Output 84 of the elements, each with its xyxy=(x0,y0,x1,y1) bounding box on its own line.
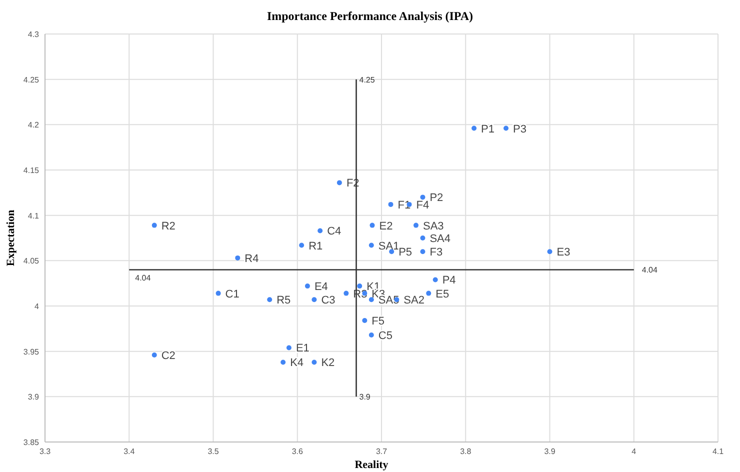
data-label: E3 xyxy=(556,246,570,259)
data-label: R5 xyxy=(276,294,291,307)
point xyxy=(368,332,374,338)
point xyxy=(312,360,317,365)
point xyxy=(426,290,432,296)
point xyxy=(368,242,374,248)
point xyxy=(318,228,323,234)
data-label: F3 xyxy=(430,246,443,259)
data-label: SA3 xyxy=(422,220,444,232)
x-tick-label: 3.7 xyxy=(376,447,388,456)
data-label: K4 xyxy=(290,357,304,370)
data-label: E2 xyxy=(379,220,393,232)
x-tick-label: 3.3 xyxy=(39,447,52,456)
y-tick-label: 4.2 xyxy=(28,120,40,130)
point xyxy=(280,360,286,365)
y-tick-label: 3.9 xyxy=(28,392,40,402)
point xyxy=(286,345,292,350)
point xyxy=(312,297,317,302)
data-label: C2 xyxy=(161,350,176,362)
data-label: E1 xyxy=(296,342,310,355)
data-label: SA4 xyxy=(430,233,451,245)
point xyxy=(152,352,157,358)
data-label: F5 xyxy=(372,316,385,328)
point xyxy=(388,202,394,207)
y-axis-title: Expectation xyxy=(5,210,17,266)
y-tick-label: 3.95 xyxy=(23,347,40,356)
data-label: C4 xyxy=(327,226,342,238)
x-tick-label: 4.1 xyxy=(712,447,724,456)
y-tick-label: 4.25 xyxy=(23,75,40,84)
data-label: R1 xyxy=(308,240,323,252)
point xyxy=(344,290,349,296)
data-label: C1 xyxy=(225,288,240,300)
data-label: SA2 xyxy=(404,294,424,307)
x-axis-title: Reality xyxy=(354,459,389,471)
x-tick-label: 4 xyxy=(632,447,637,456)
y-tick-label: 3.85 xyxy=(23,438,40,447)
point xyxy=(413,222,418,228)
point xyxy=(362,318,368,324)
data-label: P1 xyxy=(481,123,495,136)
data-label: C5 xyxy=(378,330,392,342)
data-label: P3 xyxy=(513,123,526,136)
data-label: E5 xyxy=(436,288,450,300)
y-tick-label: 4 xyxy=(34,302,40,311)
y-tick-label: 4.3 xyxy=(28,30,40,39)
y-tick-label: 4.15 xyxy=(23,166,40,175)
point xyxy=(152,222,157,228)
x-tick-label: 3.5 xyxy=(208,447,220,456)
data-label: P5 xyxy=(398,246,412,259)
data-label: K2 xyxy=(321,357,335,370)
data-label: F4 xyxy=(416,199,430,212)
data-label: P2 xyxy=(430,192,444,204)
annotation: 3.9 xyxy=(359,392,371,402)
data-label: C3 xyxy=(321,294,336,307)
point xyxy=(368,297,374,302)
point xyxy=(267,297,272,302)
point xyxy=(357,284,362,289)
annotation: 4.25 xyxy=(359,75,376,84)
data-label: SA1 xyxy=(378,240,400,252)
x-tick-label: 3.9 xyxy=(544,447,556,456)
x-tick-label: 3.4 xyxy=(124,447,136,456)
x-tick-label: 3.6 xyxy=(292,447,304,456)
point xyxy=(472,126,477,131)
annotation: 4.04 xyxy=(642,266,658,275)
y-tick-label: 4.1 xyxy=(28,211,40,220)
point xyxy=(420,236,426,240)
point xyxy=(420,194,426,200)
point xyxy=(299,242,304,248)
point xyxy=(504,126,509,131)
point xyxy=(235,255,240,260)
x-tick-label: 3.8 xyxy=(460,447,472,456)
chart-title: Importance Performance Analysis (IPA) xyxy=(266,9,474,23)
data-label: P4 xyxy=(442,274,456,287)
point xyxy=(432,277,438,282)
point xyxy=(370,222,375,228)
point xyxy=(336,180,342,186)
point xyxy=(216,290,221,296)
annotation: 4.04 xyxy=(135,274,152,283)
point xyxy=(547,249,552,254)
data-label: E4 xyxy=(314,281,328,294)
data-label: R2 xyxy=(161,220,176,232)
data-label: R4 xyxy=(244,252,259,265)
point xyxy=(420,249,426,254)
y-tick-label: 4.05 xyxy=(23,256,40,266)
point xyxy=(304,284,310,289)
